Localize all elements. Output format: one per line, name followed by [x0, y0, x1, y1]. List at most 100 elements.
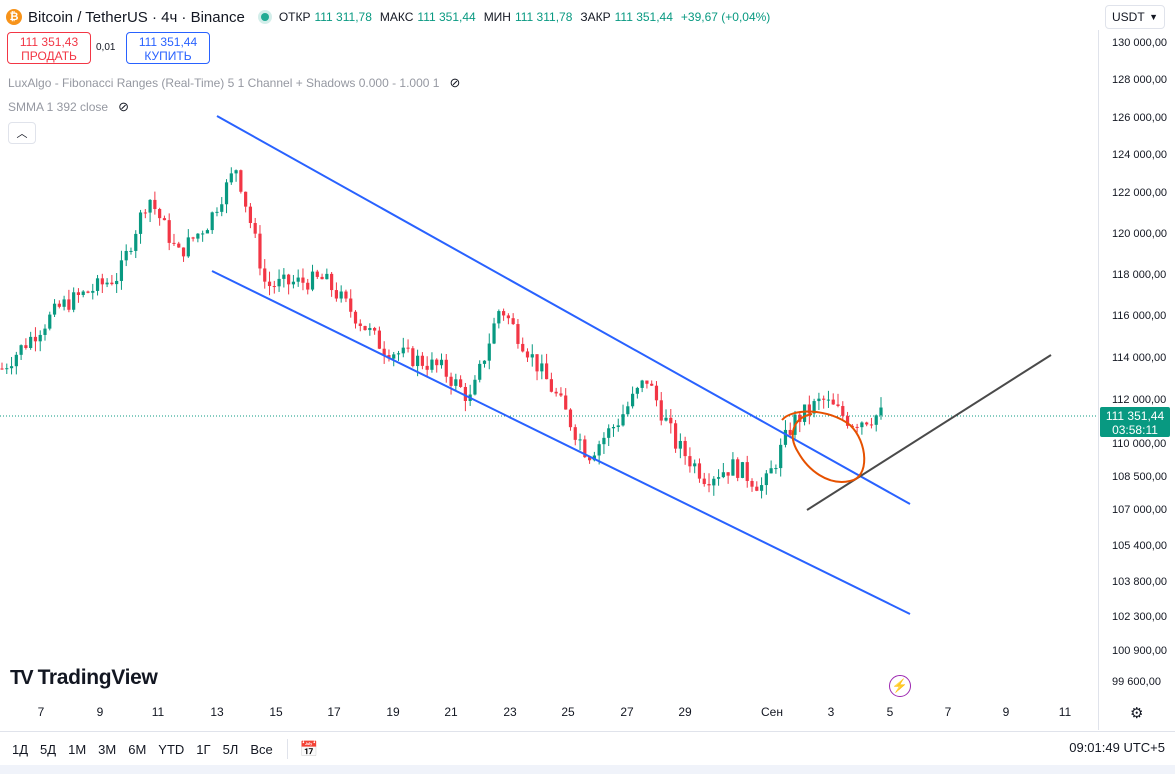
range-all-button[interactable]: Все	[250, 741, 273, 757]
range-5y-button[interactable]: 5Л	[222, 741, 239, 757]
time-tick: 23	[503, 705, 517, 719]
candle-down	[67, 299, 71, 310]
bar-countdown: 03:58:11	[1112, 423, 1158, 437]
candle-up	[635, 387, 639, 394]
time-tick: 15	[269, 705, 283, 719]
candle-down	[0, 368, 4, 370]
candle-up	[779, 444, 783, 469]
time-tick: 3	[827, 705, 835, 719]
candle-up	[874, 415, 878, 425]
candle-up	[693, 463, 697, 467]
candle-up	[626, 406, 630, 415]
price-axis-border	[1098, 30, 1099, 730]
candle-down	[535, 354, 539, 372]
channel-lower-line[interactable]	[211, 270, 911, 615]
candle-down	[191, 237, 195, 239]
price-tick: 126 000,00	[1112, 112, 1168, 124]
change-value: +39,67 (+0,04%)	[680, 10, 771, 24]
candle-down	[449, 376, 453, 386]
candle-down	[587, 457, 592, 461]
candle-up	[640, 380, 644, 388]
currency-select[interactable]: USDT ▼	[1105, 5, 1165, 29]
indicator-smma[interactable]: SMMA 1 392 close ⊘	[8, 99, 129, 115]
candle-down	[239, 170, 243, 192]
open-value: 111 311,78	[314, 10, 372, 24]
support-trendline[interactable]	[806, 354, 1052, 511]
date-range-selector: 1Д 5Д 1М 3М 6М YTD 1Г 5Л Все	[6, 742, 279, 757]
range-1m-button[interactable]: 1М	[68, 741, 87, 757]
candle-down	[459, 379, 463, 387]
eye-hidden-icon[interactable]: ⊘	[449, 75, 461, 90]
candle-down	[841, 406, 845, 416]
candle-down	[406, 347, 410, 349]
candle-up	[9, 366, 14, 369]
candle-down	[320, 276, 324, 280]
tradingview-logo[interactable]: TV TradingView	[10, 666, 158, 690]
candle-down	[162, 218, 167, 221]
candle-down	[382, 348, 386, 356]
candle-up	[210, 212, 214, 231]
candle-down	[425, 365, 429, 370]
candle-up	[234, 170, 238, 174]
eye-hidden-icon[interactable]: ⊘	[118, 99, 129, 114]
breakout-circle[interactable]	[781, 410, 866, 483]
candle-down	[855, 426, 859, 428]
buy-button[interactable]: 111 351,44 КУПИТЬ	[126, 32, 210, 64]
range-6m-button[interactable]: 6М	[128, 741, 147, 757]
candle-down	[444, 359, 448, 377]
channel-upper-line[interactable]	[216, 115, 911, 505]
chevron-down-icon: ▼	[1149, 12, 1158, 22]
candle-up	[291, 281, 296, 285]
time-tick: 9	[96, 705, 104, 719]
candle-up	[678, 440, 682, 449]
candle-up	[215, 211, 219, 213]
candle-down	[688, 456, 692, 467]
candles-group	[0, 167, 883, 499]
utc-clock[interactable]: 09:01:49 UTC+5	[1069, 740, 1165, 755]
candle-down	[306, 282, 310, 290]
candle-down	[836, 404, 840, 407]
candle-down	[516, 324, 520, 344]
candle-down	[645, 380, 649, 384]
candle-up	[712, 478, 716, 486]
candle-up	[879, 407, 883, 416]
candle-down	[673, 423, 678, 449]
candle-up	[105, 282, 109, 285]
candle-up	[802, 404, 807, 422]
candle-down	[865, 422, 869, 425]
candle-up	[716, 477, 721, 479]
candle-up	[392, 354, 396, 359]
candle-up	[134, 233, 138, 251]
range-5d-button[interactable]: 5Д	[40, 741, 57, 757]
candle-down	[353, 311, 358, 324]
candle-down	[697, 463, 702, 479]
candle-up	[439, 359, 444, 366]
collapse-indicators-button[interactable]: ︿	[8, 122, 36, 144]
gear-icon[interactable]: ⚙	[1130, 705, 1144, 722]
candle-down	[373, 327, 377, 331]
candle-up	[578, 439, 582, 441]
range-1y-button[interactable]: 1Г	[196, 741, 211, 757]
range-3m-button[interactable]: 3М	[98, 741, 117, 757]
candle-down	[869, 424, 874, 426]
lightning-icon[interactable]: ⚡	[889, 675, 911, 697]
candle-down	[807, 404, 811, 414]
indicator-luxalgo[interactable]: LuxAlgo - Fibonacci Ranges (Real-Time) 5…	[8, 75, 460, 91]
candle-up	[119, 260, 124, 281]
candle-up	[62, 299, 66, 307]
candle-up	[148, 199, 152, 213]
calendar-goto-icon[interactable]: 📅	[299, 741, 319, 758]
price-tick: 116 000,00	[1112, 310, 1167, 322]
symbol-title[interactable]: Bitcoin / TetherUS · 4ч · Binance	[28, 8, 245, 26]
range-ytd-button[interactable]: YTD	[158, 741, 185, 757]
range-1d-button[interactable]: 1Д	[12, 741, 29, 757]
candle-up	[186, 237, 190, 257]
bitcoin-icon: ₿	[6, 9, 22, 25]
sell-button[interactable]: 111 351,43 ПРОДАТЬ	[7, 32, 91, 64]
candle-up	[339, 291, 343, 299]
candle-up	[454, 379, 458, 386]
price-tick: 110 000,00	[1112, 438, 1167, 450]
price-tick: 112 000,00	[1112, 394, 1167, 406]
candle-down	[33, 336, 38, 342]
